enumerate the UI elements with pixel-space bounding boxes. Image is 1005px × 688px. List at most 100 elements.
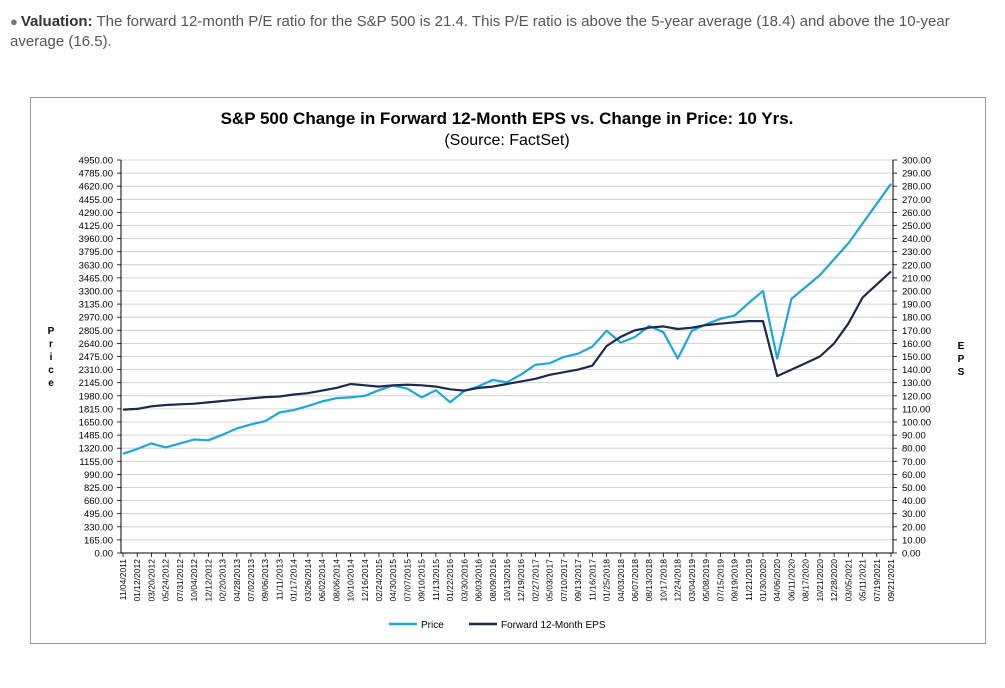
right-tick-label: 30.00: [902, 509, 926, 520]
x-tick-label: 01/12/2012: [132, 559, 142, 602]
right-tick-label: 120.00: [902, 391, 931, 402]
right-tick-label: 250.00: [902, 221, 931, 232]
eps-vs-price-chart: S&P 500 Change in Forward 12-Month EPS v…: [48, 109, 965, 631]
legend-price-label: Price: [421, 620, 444, 631]
x-tick-label: 12/19/2016: [516, 559, 526, 602]
x-tick-label: 11/13/2015: [431, 559, 441, 601]
x-tick-label: 04/03/2018: [616, 559, 626, 602]
left-tick-label: 2475.00: [79, 352, 113, 363]
right-tick-label: 190.00: [902, 300, 931, 311]
price-series-line: [122, 183, 892, 455]
eps-series-line: [122, 270, 892, 411]
x-tick-label: 07/07/2015: [402, 559, 412, 602]
x-tick-label: 10/04/2012: [189, 559, 199, 602]
x-tick-label: 10/21/2020: [815, 559, 825, 602]
left-tick-label: 4785.00: [79, 169, 113, 180]
x-tick-label: 01/17/2014: [289, 559, 299, 602]
left-axis-title-letter: c: [48, 365, 54, 376]
left-axis-title-letter: r: [49, 339, 53, 350]
legend-eps-label: Forward 12-Month EPS: [501, 620, 606, 631]
right-tick-label: 0.00: [902, 549, 921, 560]
x-tick-label: 12/24/2018: [673, 559, 683, 602]
right-tick-label: 10.00: [902, 535, 926, 546]
x-tick-label: 03/26/2014: [303, 559, 313, 602]
x-tick-label: 09/21/2021: [886, 559, 896, 602]
x-tick-label: 08/06/2014: [331, 559, 341, 602]
x-tick-label: 09/13/2017: [573, 559, 583, 602]
x-tick-label: 08/09/2016: [488, 559, 498, 602]
x-tick-label: 09/10/2015: [417, 559, 427, 602]
x-tick-label: 04/30/2015: [388, 559, 398, 602]
x-tick-label: 03/30/2016: [459, 559, 469, 602]
right-tick-label: 270.00: [902, 195, 931, 206]
left-tick-label: 3630.00: [79, 260, 113, 271]
x-tick-label: 04/06/2020: [772, 559, 782, 602]
right-tick-label: 50.00: [902, 483, 926, 494]
left-tick-label: 3300.00: [79, 287, 113, 298]
left-tick-label: 2805.00: [79, 326, 113, 337]
right-tick-label: 170.00: [902, 326, 931, 337]
right-tick-label: 150.00: [902, 352, 931, 363]
left-tick-label: 1815.00: [79, 404, 113, 415]
left-axis-title-letter: i: [50, 352, 53, 363]
x-tick-label: 07/31/2012: [175, 559, 185, 602]
x-tick-label: 06/07/2018: [630, 559, 640, 602]
x-tick-label: 03/20/2012: [146, 559, 156, 602]
left-tick-label: 165.00: [84, 535, 113, 546]
chart-subtitle: (Source: FactSet): [444, 132, 569, 149]
x-tick-label: 11/21/2019: [744, 559, 754, 601]
x-tick-label: 05/03/2017: [545, 559, 555, 602]
left-tick-label: 2640.00: [79, 339, 113, 350]
x-tick-label: 06/11/2020: [786, 559, 796, 601]
x-tick-label: 08/17/2020: [801, 559, 811, 602]
right-tick-label: 130.00: [902, 378, 931, 389]
x-tick-label: 12/16/2014: [360, 559, 370, 602]
left-tick-label: 660.00: [84, 496, 113, 507]
right-axis-title-letter: P: [958, 354, 965, 365]
right-tick-label: 80.00: [902, 444, 926, 455]
right-axis-title-letter: E: [958, 341, 965, 352]
right-tick-label: 60.00: [902, 470, 926, 481]
right-tick-label: 260.00: [902, 208, 931, 219]
x-tick-label: 01/30/2020: [758, 559, 768, 602]
left-axis-title-letter: e: [48, 378, 54, 389]
left-tick-label: 4620.00: [79, 182, 113, 193]
x-tick-label: 07/15/2019: [715, 559, 725, 602]
x-tick-label: 02/24/2015: [374, 559, 384, 602]
left-axis-title-letter: P: [48, 326, 55, 337]
left-tick-label: 1155.00: [79, 457, 113, 468]
x-tick-label: 10/17/2018: [658, 559, 668, 602]
right-tick-label: 280.00: [902, 182, 931, 193]
x-tick-label: 07/19/2021: [872, 559, 882, 602]
left-tick-label: 2970.00: [79, 313, 113, 324]
right-tick-label: 180.00: [902, 313, 931, 324]
left-tick-label: 3795.00: [79, 247, 113, 258]
valuation-text: The forward 12-month P/E ratio for the S…: [10, 13, 950, 50]
right-tick-label: 240.00: [902, 234, 931, 245]
x-tick-label: 09/06/2013: [260, 559, 270, 602]
left-tick-label: 4290.00: [79, 208, 113, 219]
x-tick-label: 09/19/2019: [730, 559, 740, 602]
left-tick-label: 4950.00: [79, 156, 113, 167]
left-tick-label: 1485.00: [79, 431, 113, 442]
chart-frame: S&P 500 Change in Forward 12-Month EPS v…: [30, 97, 986, 644]
right-tick-label: 300.00: [902, 156, 931, 167]
left-tick-label: 2145.00: [79, 378, 113, 389]
left-tick-label: 330.00: [84, 522, 113, 533]
x-tick-label: 12/28/2020: [829, 559, 839, 602]
right-tick-label: 100.00: [902, 418, 931, 429]
right-tick-label: 210.00: [902, 273, 931, 284]
x-tick-label: 07/10/2017: [559, 559, 569, 602]
left-tick-label: 3135.00: [79, 300, 113, 311]
right-axis-title-letter: S: [958, 367, 965, 378]
valuation-paragraph: ● Valuation: The forward 12-month P/E rat…: [10, 12, 995, 52]
x-tick-label: 06/02/2014: [317, 559, 327, 602]
x-tick-label: 04/28/2013: [232, 559, 242, 602]
left-tick-label: 4455.00: [79, 195, 113, 206]
x-tick-label: 10/13/2016: [502, 559, 512, 602]
x-tick-label: 11/04/2011: [118, 559, 128, 601]
left-tick-label: 1650.00: [79, 418, 113, 429]
left-tick-label: 2310.00: [79, 365, 113, 376]
x-tick-label: 10/10/2014: [346, 559, 356, 602]
right-tick-label: 220.00: [902, 260, 931, 271]
